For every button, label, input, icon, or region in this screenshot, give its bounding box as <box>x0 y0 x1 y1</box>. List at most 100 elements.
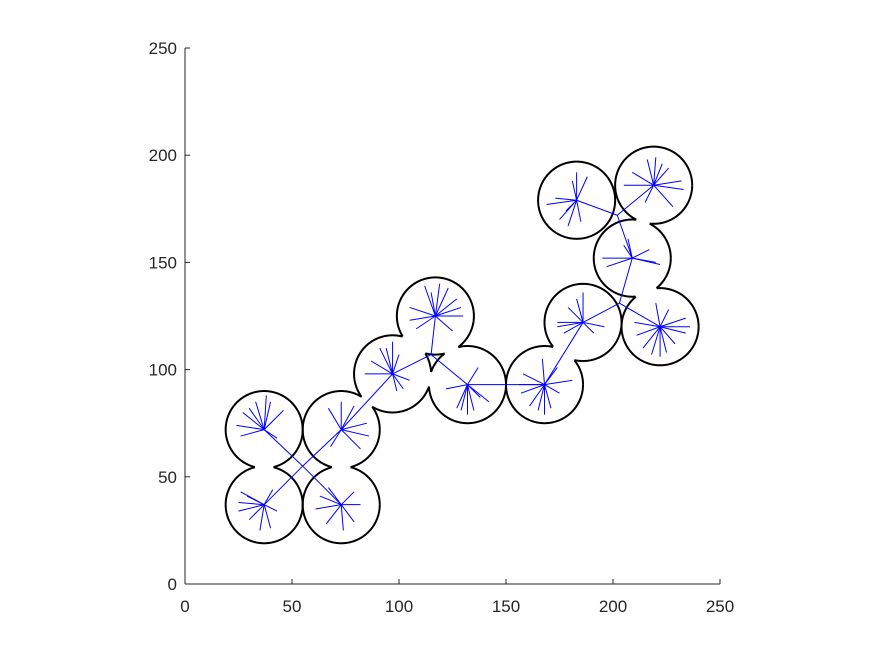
spoke <box>445 384 468 390</box>
tree-edge <box>619 302 661 328</box>
spoke <box>435 315 453 332</box>
tree-edge <box>302 429 342 467</box>
spoke <box>248 407 265 430</box>
boundary-arc <box>573 359 585 385</box>
spoke <box>263 429 278 439</box>
spoke <box>467 367 479 385</box>
boundary-arc <box>620 295 700 367</box>
spoke <box>653 184 684 190</box>
spoke <box>632 171 654 186</box>
spoke-cluster <box>602 238 661 268</box>
spoke <box>576 298 584 323</box>
tree-edge <box>263 429 304 467</box>
boundary-arc <box>224 390 304 469</box>
spoke <box>340 504 344 531</box>
spoke <box>424 285 436 317</box>
spoke <box>341 422 368 431</box>
spoke <box>392 373 404 390</box>
spoke <box>544 367 558 385</box>
spoke <box>434 283 441 317</box>
boundary-arc <box>504 345 585 425</box>
spoke <box>238 502 265 506</box>
boundary-arc <box>395 276 475 337</box>
spoke <box>255 401 265 430</box>
spoke <box>655 303 661 327</box>
boundary-arc <box>425 352 445 356</box>
spoke-cluster <box>546 172 588 227</box>
spoke <box>632 257 661 266</box>
tree-edge <box>263 465 304 506</box>
spoke <box>340 491 355 506</box>
spoke <box>263 401 272 430</box>
boundary-arc <box>574 322 623 363</box>
x-tick-label: 0 <box>180 597 189 616</box>
boundary-arc <box>301 466 381 545</box>
spoke <box>653 163 663 186</box>
y-tick-label: 250 <box>149 39 177 58</box>
boundary-arc <box>537 160 617 240</box>
boundary-arc <box>371 406 381 430</box>
spoke <box>571 180 578 201</box>
spoke <box>642 326 661 349</box>
spoke <box>460 384 468 411</box>
spoke-cluster <box>238 489 278 531</box>
spoke <box>653 180 682 186</box>
spoke <box>646 159 655 186</box>
boundary-arc <box>457 315 475 348</box>
spoke <box>651 326 661 355</box>
spoke <box>392 354 400 375</box>
tree-edge <box>302 465 342 506</box>
boundary-layer <box>224 145 700 545</box>
spoke-cluster <box>364 341 410 392</box>
y-tick-label: 0 <box>168 575 177 594</box>
ticks: 0 50 100 150 200 250 0 50 100 150 200 250 <box>149 39 735 616</box>
spoke <box>636 326 661 336</box>
spoke <box>430 292 436 317</box>
spoke <box>567 200 578 227</box>
spoke <box>435 298 458 317</box>
spoke <box>544 384 552 409</box>
spoke <box>576 176 588 201</box>
spoke <box>259 504 265 531</box>
spoke <box>544 379 573 386</box>
spoke <box>415 315 436 330</box>
boundary-arc <box>592 218 637 298</box>
spoke <box>544 384 560 394</box>
spoke <box>555 197 577 201</box>
spoke <box>240 429 265 437</box>
spoke <box>319 495 342 506</box>
spoke <box>330 429 342 448</box>
spoke <box>392 373 410 381</box>
spoke <box>632 249 650 259</box>
boundary-arc <box>301 390 363 469</box>
spoke-cluster <box>327 401 370 450</box>
x-tick-label: 100 <box>385 597 413 616</box>
x-tick-label: 250 <box>706 597 734 616</box>
boundary-arc <box>430 352 445 373</box>
spoke <box>522 373 545 386</box>
tree-edge <box>576 199 618 216</box>
y-tick-label: 150 <box>149 253 177 272</box>
spoke <box>340 504 355 523</box>
spoke <box>582 321 605 328</box>
spoke <box>567 307 584 323</box>
boundary-arc <box>350 429 381 469</box>
spoke <box>263 504 278 512</box>
spoke <box>563 321 584 334</box>
spoke <box>248 504 265 521</box>
spoke-cluster <box>315 487 361 531</box>
tree-edge <box>616 215 633 259</box>
boundary-arc <box>614 145 694 221</box>
spoke <box>409 315 436 321</box>
spoke <box>537 384 546 411</box>
tree-edge <box>544 322 584 385</box>
tree-edge <box>582 302 620 323</box>
y-tick-label: 100 <box>149 361 177 380</box>
spoke <box>263 395 267 430</box>
tree-layer <box>236 157 691 531</box>
spoke <box>582 322 595 334</box>
boundary-arc <box>224 466 304 545</box>
tree-edge <box>618 257 633 304</box>
boundary-arc <box>656 287 700 327</box>
